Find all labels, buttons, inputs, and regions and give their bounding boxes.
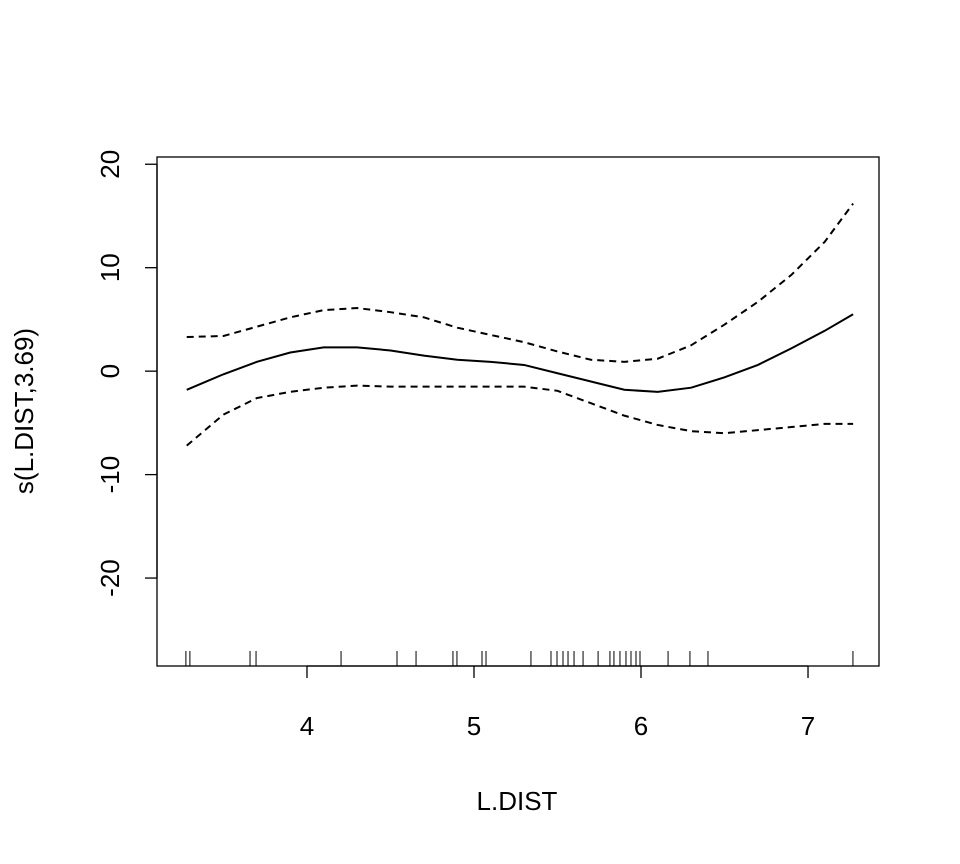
y-tick-label: -20 (95, 559, 125, 597)
fit-line (186, 313, 854, 393)
x-axis-label: L.DIST (477, 786, 558, 816)
y-tick-label: 0 (95, 364, 125, 378)
confidence-line (186, 384, 854, 447)
y-axis-label: s(L.DIST,3.69) (9, 328, 39, 494)
x-tick-label: 4 (300, 711, 314, 741)
y-tick-label: 10 (95, 253, 125, 282)
y-tick-label: -10 (95, 456, 125, 494)
x-tick-label: 5 (467, 711, 481, 741)
x-tick-label: 6 (634, 711, 648, 741)
plot-box (156, 156, 880, 667)
y-tick-label: 20 (95, 150, 125, 179)
x-tick-label: 7 (801, 711, 815, 741)
confidence-line (186, 202, 854, 363)
